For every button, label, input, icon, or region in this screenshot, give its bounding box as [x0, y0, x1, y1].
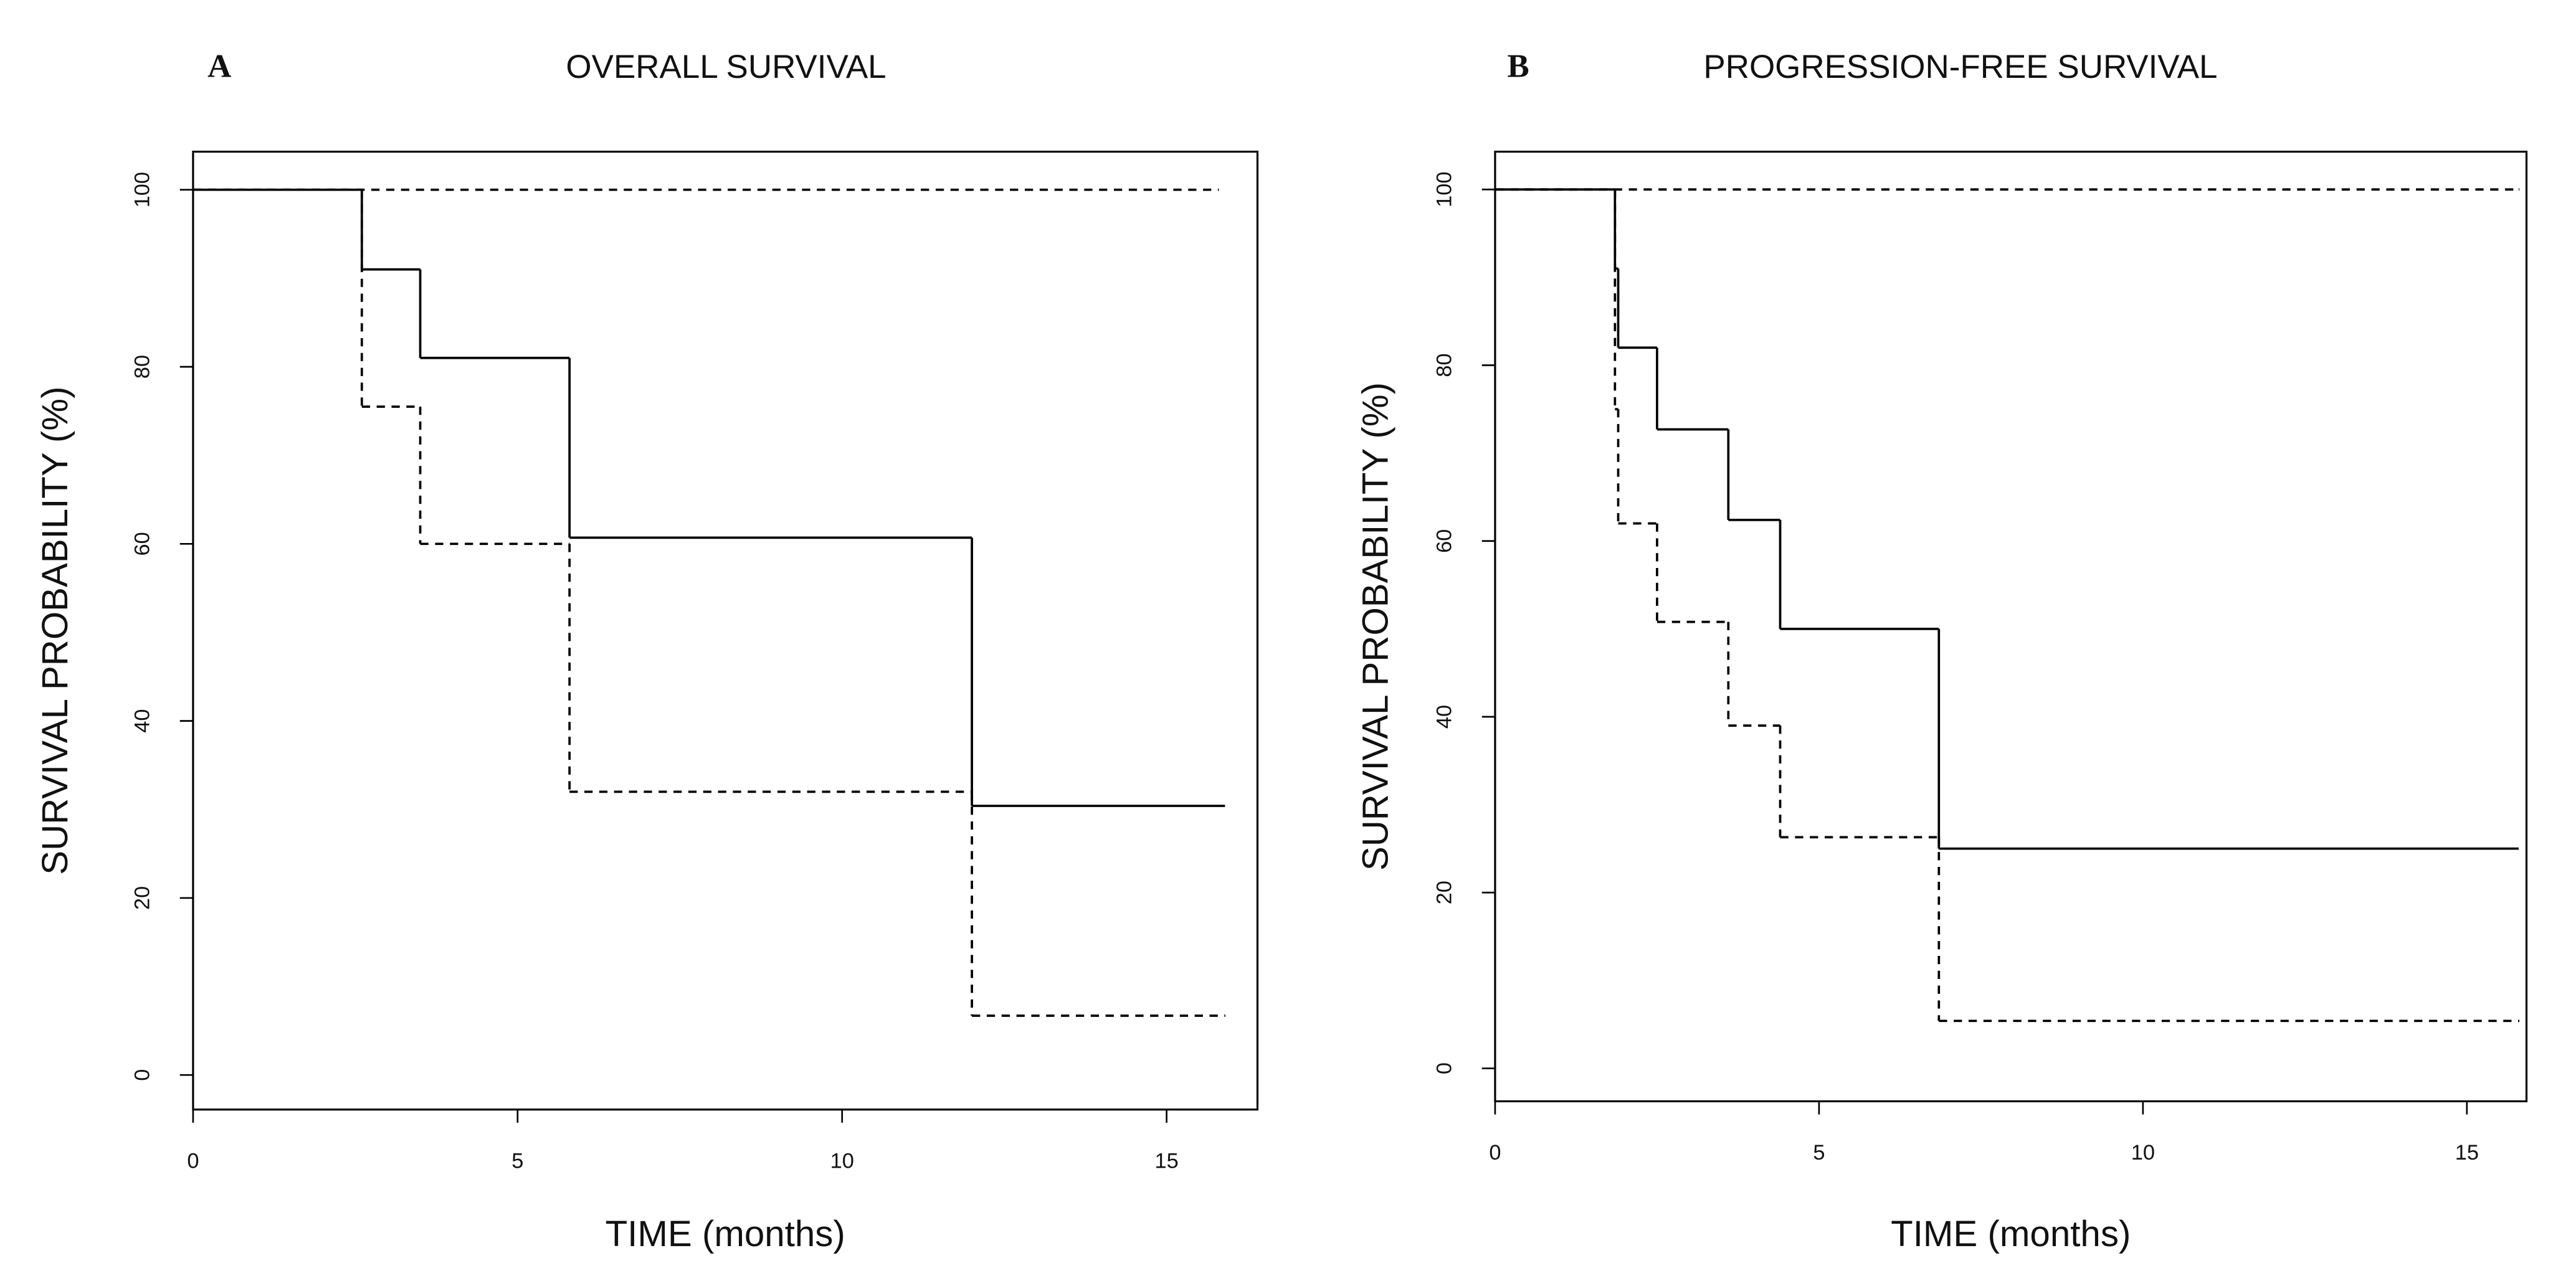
y-tick-label: 60 — [1433, 529, 1457, 553]
y-tick-label: 0 — [1433, 1062, 1457, 1074]
plot-frame — [1494, 150, 2528, 1103]
x-tick-label: 15 — [1154, 1149, 1178, 1173]
plot-frame — [192, 150, 1259, 1111]
y-axis-label: SURVIVAL PROBABILITY (%) — [35, 386, 75, 874]
x-tick-label: 0 — [1489, 1141, 1501, 1165]
x-tick-label: 5 — [511, 1149, 523, 1173]
y-tick-label: 60 — [131, 532, 154, 555]
y-tick-label: 40 — [131, 709, 154, 732]
y-tick-label: 20 — [1433, 881, 1457, 904]
x-tick-label: 15 — [2455, 1141, 2479, 1165]
x-tick-label: 0 — [187, 1149, 199, 1173]
chart-title: OVERALL SURVIVAL — [566, 49, 886, 85]
x-tick-label: 10 — [2131, 1141, 2155, 1165]
x-tick-label: 10 — [830, 1149, 854, 1173]
y-tick-label: 100 — [1433, 172, 1457, 207]
y-tick-label: 20 — [131, 886, 154, 910]
x-axis-label: TIME (months) — [1891, 1214, 2131, 1254]
y-tick-label: 100 — [131, 172, 154, 207]
y-tick-label: 40 — [1433, 705, 1457, 729]
x-axis-label: TIME (months) — [606, 1214, 845, 1254]
y-axis-label: SURVIVAL PROBABILITY (%) — [1355, 382, 1395, 871]
panel-label: B — [1507, 48, 1529, 84]
chart-title: PROGRESSION-FREE SURVIVAL — [1703, 49, 2217, 85]
panel-label: A — [207, 48, 231, 84]
y-tick-label: 80 — [1433, 353, 1457, 377]
y-tick-label: 80 — [131, 355, 154, 379]
x-tick-label: 5 — [1813, 1141, 1825, 1165]
y-tick-label: 0 — [131, 1069, 154, 1081]
